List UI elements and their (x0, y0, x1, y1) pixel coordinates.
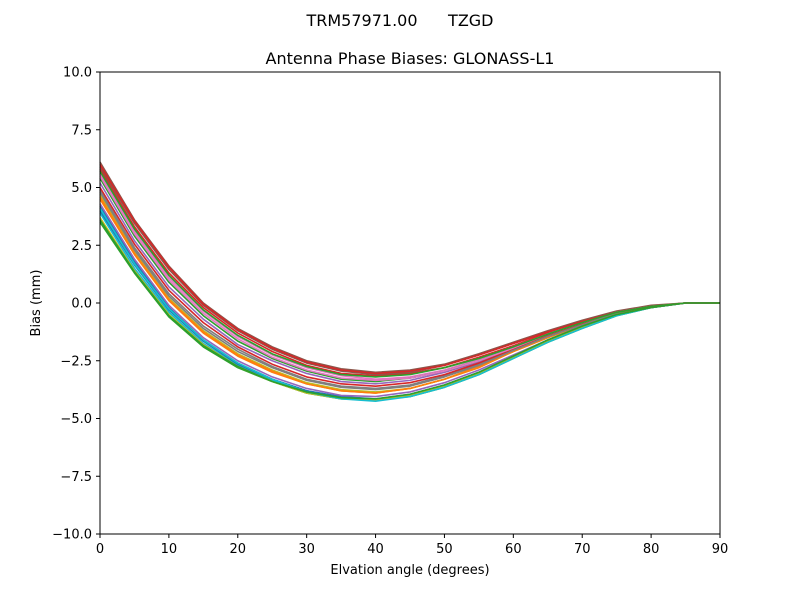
series-line-4 (99, 168, 720, 377)
y-tick-label: 7.5 (71, 123, 92, 138)
series-layer (99, 161, 720, 402)
series-line-8 (99, 189, 720, 390)
series-line-2 (99, 198, 720, 394)
series-line-7 (99, 173, 720, 381)
x-axis-label: Elvation angle (degrees) (330, 563, 489, 578)
x-tick-label: 80 (643, 542, 660, 557)
y-tick-label: −7.5 (60, 470, 92, 485)
x-tick-label: 10 (161, 542, 178, 557)
y-tick-label: 0.0 (71, 297, 92, 312)
y-tick-label: 10.0 (63, 66, 92, 81)
series-line-17 (99, 175, 720, 382)
x-tick-label: 70 (574, 542, 591, 557)
series-line-6 (99, 161, 720, 374)
x-tick-label: 0 (96, 542, 104, 557)
y-tick-label: 2.5 (71, 239, 92, 254)
x-tick-label: 90 (712, 542, 729, 557)
x-tick-label: 30 (298, 542, 315, 557)
x-tick-label: 50 (436, 542, 453, 557)
series-line-14 (99, 187, 720, 387)
series-line-22 (99, 163, 720, 375)
series-line-5 (99, 182, 720, 385)
series-line-18 (99, 191, 720, 391)
series-line-13 (99, 177, 720, 383)
series-line-21 (99, 219, 720, 400)
chart-title: Antenna Phase Biases: GLONASS-L1 (266, 49, 555, 68)
figure-suptitle: TRM57971.00 TZGD (305, 11, 493, 30)
y-tick-label: 5.0 (71, 181, 92, 196)
y-tick-label: −2.5 (60, 354, 92, 369)
series-line-23 (99, 170, 720, 378)
y-tick-label: −5.0 (60, 412, 92, 427)
series-line-16 (99, 166, 720, 376)
x-tick-label: 60 (505, 542, 522, 557)
x-tick-label: 40 (367, 542, 384, 557)
x-tick-label: 20 (230, 542, 247, 557)
y-axis-label: Bias (mm) (29, 270, 44, 337)
y-axis-ticks: 10.0 7.5 5.0 2.5 0.0 −2.5 −5.0 −7.5 −10.0 (52, 66, 100, 543)
y-tick-label: −10.0 (52, 528, 92, 543)
x-axis-ticks: 0 10 20 30 40 50 60 70 80 90 (96, 534, 728, 557)
series-line-20 (99, 207, 720, 402)
